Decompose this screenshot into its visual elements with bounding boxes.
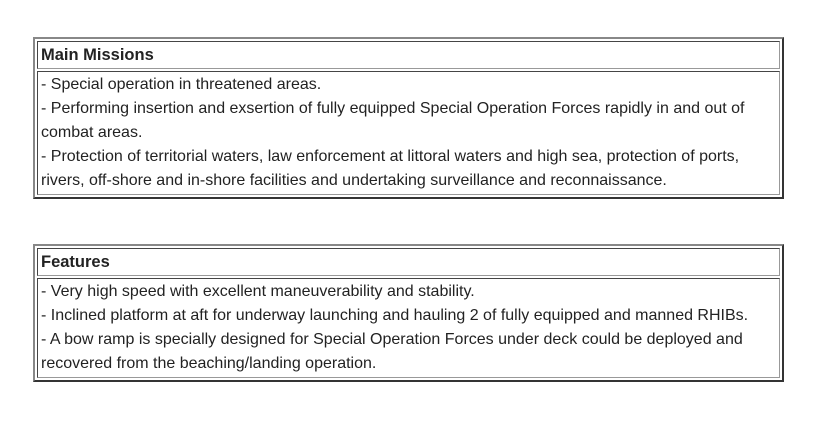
main-missions-table: Main Missions - Special operation in thr… — [33, 37, 784, 199]
features-table: Features - Very high speed with excellen… — [33, 244, 784, 382]
section-body: - Very high speed with excellent maneuve… — [37, 278, 780, 378]
list-item: - Protection of territorial waters, law … — [41, 148, 740, 189]
section-title: Features — [37, 248, 780, 276]
list-item: - Very high speed with excellent maneuve… — [41, 283, 475, 300]
list-item: - Inclined platform at aft for underway … — [41, 307, 749, 324]
list-item: - Special operation in threatened areas. — [41, 76, 322, 93]
list-item: - A bow ramp is specially designed for S… — [41, 331, 743, 372]
section-title: Main Missions — [37, 41, 780, 69]
section-body: - Special operation in threatened areas.… — [37, 71, 780, 195]
list-item: - Performing insertion and exsertion of … — [41, 100, 745, 141]
